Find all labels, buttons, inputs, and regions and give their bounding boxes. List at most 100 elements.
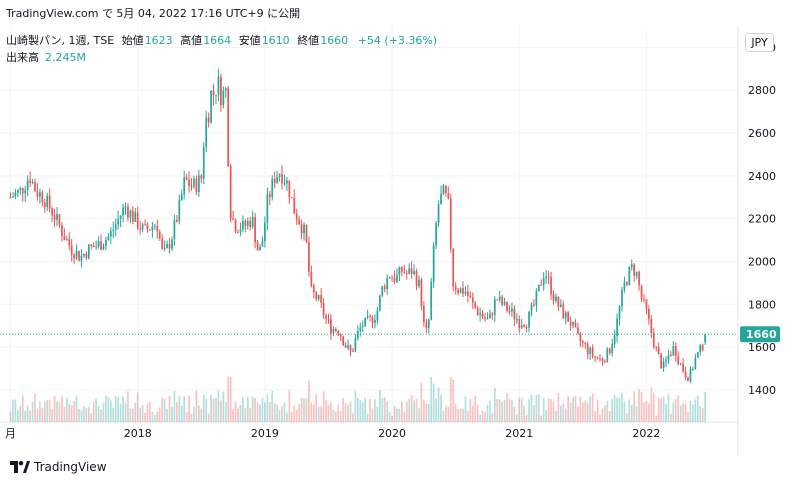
volume-bar [158, 407, 161, 422]
candle-body [376, 310, 379, 320]
volume-bar [217, 390, 220, 422]
volume-bar [109, 400, 112, 422]
volume-bar [518, 397, 521, 422]
volume-bar [493, 388, 496, 422]
volume-bar [97, 406, 100, 422]
volume-bar [290, 412, 293, 422]
candle-body [190, 185, 193, 187]
candle-body [692, 369, 694, 371]
candle-body [303, 224, 305, 234]
y-tick-label: 2000 [748, 255, 776, 268]
volume-bar [156, 411, 159, 422]
volume-bar [200, 408, 203, 422]
volume-bar [386, 401, 389, 422]
volume-bar [670, 413, 672, 422]
candle-body [43, 202, 46, 207]
volume-bar [503, 400, 506, 422]
volume-bar [530, 394, 533, 422]
volume-bar [85, 407, 88, 422]
volume-bar [537, 394, 540, 422]
candle-body [650, 318, 653, 334]
volume-bar [374, 399, 376, 422]
volume-bar [251, 396, 254, 422]
candle-body [97, 241, 100, 247]
volume-bar [388, 412, 391, 422]
volume-bar [381, 397, 384, 422]
currency-button[interactable]: JPY [745, 33, 774, 52]
candle-body [322, 302, 325, 316]
candle-body [667, 354, 670, 360]
candle-body [315, 292, 318, 300]
candle-body [445, 185, 447, 193]
candle-body [523, 325, 526, 327]
volume-bar [188, 395, 190, 422]
volume-bar [173, 390, 176, 422]
volume-bar [491, 412, 494, 422]
candle-body [569, 321, 572, 326]
candle-body [572, 322, 574, 326]
volume-bar [354, 390, 357, 422]
volume-bar [633, 391, 636, 422]
volume-bar [398, 409, 401, 422]
price-chart[interactable]: 140016001800200022002400260028003000月201… [0, 26, 792, 456]
candle-body [361, 326, 364, 328]
candle-body [158, 231, 161, 239]
volume-bar [643, 402, 645, 422]
candle-body [180, 194, 183, 200]
candle-body [403, 271, 406, 273]
candle-body [594, 356, 596, 358]
candle-body [567, 312, 570, 322]
volume-bar [352, 413, 354, 422]
volume-bar [215, 398, 217, 422]
volume-bar [699, 406, 702, 422]
volume-bar [405, 401, 408, 422]
candle-body [596, 356, 599, 359]
volume-bar [178, 396, 181, 422]
volume-bar [369, 398, 371, 422]
candle-body [308, 242, 310, 273]
y-tick-label: 2200 [748, 213, 776, 226]
candle-body [410, 268, 413, 274]
candle-body [202, 147, 205, 179]
candle-body [210, 91, 212, 123]
candle-body [171, 239, 173, 249]
candle-body [95, 246, 97, 248]
candle-body [616, 318, 618, 336]
candle-body [242, 220, 244, 230]
volume-bar [694, 399, 697, 422]
volume-bar [144, 412, 146, 422]
volume-bar [481, 410, 484, 422]
volume-bar [591, 393, 594, 422]
volume-bar [259, 404, 261, 422]
volume-bar [396, 408, 398, 422]
candle-body [684, 371, 687, 378]
volume-bar [467, 410, 469, 422]
volume-bar [139, 408, 142, 422]
volume-bar [687, 411, 689, 422]
volume-bar [305, 398, 308, 422]
volume-bar [295, 410, 298, 422]
volume-bar [334, 411, 337, 422]
candle-body [613, 335, 616, 345]
volume-bar [190, 413, 193, 422]
volume-bar [310, 402, 313, 422]
volume-bar [650, 387, 653, 422]
candle-body [383, 286, 386, 290]
candle-body [657, 347, 660, 355]
volume-bar [105, 395, 107, 422]
volume-bar [34, 393, 36, 422]
candle-body [474, 302, 477, 309]
candle-body [645, 299, 648, 309]
candle-body [119, 215, 122, 219]
y-tick-label: 1600 [748, 341, 776, 354]
volume-bar [119, 404, 122, 422]
chart-area[interactable]: 140016001800200022002400260028003000月201… [0, 26, 792, 456]
candle-body [670, 354, 672, 356]
candle-body [149, 229, 151, 231]
candle-body [471, 297, 474, 303]
volume-bar [665, 404, 667, 422]
candle-body [479, 313, 481, 315]
candle-body [127, 206, 129, 218]
candle-body [134, 212, 137, 222]
candle-body [574, 322, 577, 328]
